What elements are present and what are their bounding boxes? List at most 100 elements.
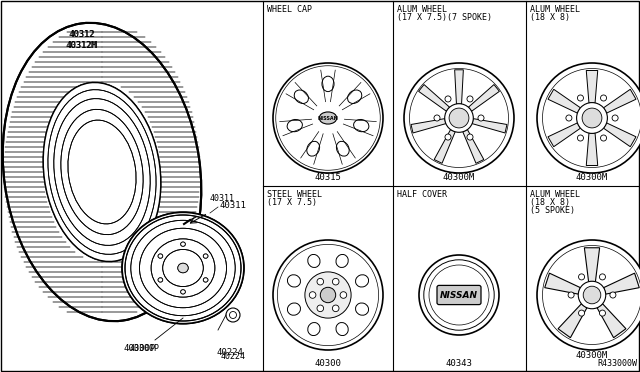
- Polygon shape: [604, 123, 636, 147]
- Ellipse shape: [44, 83, 161, 262]
- Ellipse shape: [336, 323, 348, 336]
- Ellipse shape: [158, 254, 163, 258]
- Circle shape: [404, 63, 514, 173]
- Polygon shape: [604, 273, 639, 294]
- Ellipse shape: [354, 119, 369, 132]
- Polygon shape: [558, 304, 587, 338]
- Polygon shape: [545, 273, 580, 294]
- Circle shape: [600, 310, 605, 316]
- Text: 40311: 40311: [220, 201, 247, 209]
- Circle shape: [445, 96, 451, 102]
- FancyBboxPatch shape: [437, 285, 481, 305]
- Text: 40343: 40343: [445, 359, 472, 368]
- Text: WHEEL CAP: WHEEL CAP: [267, 5, 312, 14]
- Ellipse shape: [319, 112, 337, 124]
- Circle shape: [577, 103, 607, 134]
- Circle shape: [273, 63, 383, 173]
- Ellipse shape: [204, 254, 208, 258]
- Text: (18 X 8): (18 X 8): [530, 13, 570, 22]
- Text: 40300M: 40300M: [576, 173, 608, 182]
- Circle shape: [566, 115, 572, 121]
- Text: 40300: 40300: [315, 359, 341, 368]
- Ellipse shape: [122, 212, 244, 324]
- Ellipse shape: [336, 254, 348, 267]
- Circle shape: [226, 308, 240, 322]
- Ellipse shape: [309, 292, 316, 298]
- Text: NISSAN: NISSAN: [440, 291, 478, 299]
- Text: ALUM WHEEL: ALUM WHEEL: [397, 5, 447, 14]
- Ellipse shape: [287, 275, 300, 287]
- Circle shape: [568, 292, 574, 298]
- Circle shape: [577, 135, 584, 141]
- Polygon shape: [468, 84, 499, 111]
- Text: (17 X 7.5)(7 SPOKE): (17 X 7.5)(7 SPOKE): [397, 13, 492, 22]
- Ellipse shape: [317, 305, 324, 312]
- Ellipse shape: [356, 275, 369, 287]
- Polygon shape: [411, 119, 446, 133]
- Circle shape: [305, 272, 351, 318]
- Circle shape: [600, 135, 607, 141]
- Circle shape: [610, 292, 616, 298]
- Ellipse shape: [308, 254, 320, 267]
- Ellipse shape: [180, 242, 186, 246]
- Polygon shape: [584, 248, 600, 282]
- Circle shape: [320, 287, 336, 303]
- Circle shape: [612, 115, 618, 121]
- Circle shape: [583, 286, 601, 304]
- Circle shape: [419, 255, 499, 335]
- Circle shape: [449, 108, 469, 128]
- Ellipse shape: [317, 278, 324, 285]
- Ellipse shape: [332, 305, 339, 312]
- Circle shape: [478, 115, 484, 121]
- Text: ALUM WHEEL: ALUM WHEEL: [530, 5, 580, 14]
- Ellipse shape: [204, 278, 208, 282]
- Text: 40315: 40315: [315, 173, 341, 182]
- Text: (18 X 8): (18 X 8): [530, 198, 570, 207]
- Ellipse shape: [307, 141, 319, 156]
- Text: 40300P: 40300P: [124, 344, 156, 353]
- Text: (17 X 7.5): (17 X 7.5): [267, 198, 317, 207]
- Circle shape: [445, 104, 474, 132]
- Ellipse shape: [158, 254, 163, 258]
- Circle shape: [537, 63, 640, 173]
- Circle shape: [434, 115, 440, 121]
- Circle shape: [577, 95, 584, 101]
- Ellipse shape: [178, 263, 188, 273]
- Ellipse shape: [122, 212, 244, 324]
- Text: (5 SPOKE): (5 SPOKE): [530, 206, 575, 215]
- Circle shape: [600, 274, 605, 280]
- Polygon shape: [472, 119, 507, 133]
- Polygon shape: [548, 123, 580, 147]
- Text: 40311: 40311: [210, 193, 235, 202]
- Polygon shape: [434, 129, 455, 163]
- Polygon shape: [548, 89, 580, 113]
- Polygon shape: [586, 133, 598, 166]
- Ellipse shape: [44, 83, 161, 262]
- Ellipse shape: [348, 90, 362, 103]
- Ellipse shape: [178, 263, 188, 273]
- Text: STEEL WHEEL: STEEL WHEEL: [267, 190, 322, 199]
- Circle shape: [579, 310, 584, 316]
- Polygon shape: [604, 89, 636, 113]
- Ellipse shape: [337, 141, 349, 156]
- Polygon shape: [419, 84, 449, 111]
- Text: 40300M: 40300M: [576, 351, 608, 360]
- Ellipse shape: [340, 292, 347, 298]
- Ellipse shape: [180, 290, 186, 294]
- Text: 40224: 40224: [216, 348, 243, 357]
- Text: 40312
40312M: 40312 40312M: [66, 30, 98, 50]
- Text: NISSAN: NISSAN: [317, 115, 339, 121]
- Text: HALF COVER: HALF COVER: [397, 190, 447, 199]
- Circle shape: [467, 96, 473, 102]
- Circle shape: [467, 134, 473, 140]
- Circle shape: [582, 108, 602, 128]
- Ellipse shape: [308, 323, 320, 336]
- Text: 40312
40312M: 40312 40312M: [67, 30, 97, 50]
- Ellipse shape: [180, 242, 186, 246]
- Circle shape: [579, 274, 584, 280]
- Polygon shape: [454, 70, 463, 104]
- Ellipse shape: [322, 76, 334, 92]
- Text: 40300P: 40300P: [130, 344, 160, 353]
- Ellipse shape: [294, 90, 308, 103]
- Polygon shape: [463, 129, 484, 163]
